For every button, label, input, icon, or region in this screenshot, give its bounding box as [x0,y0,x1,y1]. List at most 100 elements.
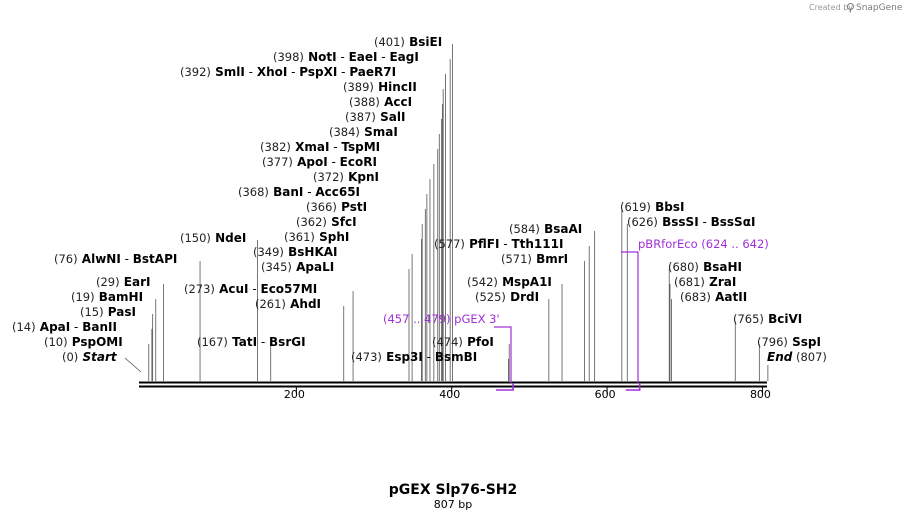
name-separator: - [257,335,269,349]
enzyme-name: PstI [337,200,367,214]
enzyme-name: Esp3I [382,350,423,364]
enzyme-name: PspOMI [68,335,123,349]
enzyme-name: NotI [304,50,337,64]
site-label-bmri: (571) BmrI [501,252,568,266]
site-label-pfoi: (474) PfoI [432,335,494,349]
enzyme-name: BmrI [532,252,568,266]
site-label-sali: (387) SalI [345,110,405,124]
site-label-pspomi: (10) PspOMI [44,335,123,349]
credit-brand: SnapGene [856,3,903,13]
name-separator: - [423,350,435,364]
site-position: (765) [733,312,764,326]
enzyme-name: SfcI [327,215,357,229]
ruler-tick-label: 400 [439,388,460,401]
enzyme-name: DrdI [506,290,539,304]
map-title: pGEX Slp76-SH2 [389,482,517,498]
site-label-bsaai: (584) BsaAI [509,222,582,236]
site-position: (577) [434,237,465,251]
enzyme-name: BsmBI [435,350,477,364]
enzyme-name: SalI [376,110,406,124]
enzyme-name: BsiEI [405,35,442,49]
site-position: (384) [329,125,360,139]
enzyme-name: BsHKAI [284,245,338,259]
site-label-kpni: (372) KpnI [313,170,379,184]
enzyme-name: ZraI [705,275,736,289]
credit-text: Created by [809,3,853,12]
site-label-pasi: (15) PasI [80,305,136,319]
name-separator: - [337,65,349,79]
site-position: (619) [620,200,651,214]
site-position: (571) [501,252,532,266]
name-separator: - [70,320,82,334]
map-length: 807 bp [434,498,472,511]
site-label-ahdi: (261) AhdI [255,297,321,311]
site-label-sphi: (361) SphI [284,230,349,244]
primer-marker-line [494,326,512,383]
enzyme-name: EarI [120,275,151,289]
site-position: (473) [351,350,382,364]
site-label-smli: (392) SmlI - XhoI - PspXI - PaeR7I [180,65,396,79]
enzyme-name: PflFI [465,237,500,251]
name-separator: - [328,155,340,169]
enzyme-name: BbsI [651,200,685,214]
name-separator: - [249,282,261,296]
site-label-xmai: (382) XmaI - TspMI [260,140,380,154]
site-label-eari: (29) EarI [96,275,150,289]
site-markers [124,44,769,381]
name-separator: - [121,252,133,266]
name-separator: - [377,50,389,64]
enzyme-name: Tth111I [511,237,563,251]
site-position: (398) [273,50,304,64]
name-separator: - [287,65,299,79]
site-position: (382) [260,140,291,154]
enzyme-name: BciVI [764,312,802,326]
site-label-apoi: (377) ApoI - EcoRI [262,155,377,169]
site-position: (167) [197,335,228,349]
enzyme-name: BstAPI [133,252,178,266]
enzyme-name: EcoRI [340,155,377,169]
sequence-backbone [139,381,767,388]
enzyme-name: HincII [374,80,417,94]
enzyme-name: EaeI [349,50,378,64]
enzyme-name: AlwNI [78,252,121,266]
enzyme-name: Eco57MI [261,282,318,296]
enzyme-name: TspMI [341,140,380,154]
start-label: (0) Start [62,350,118,364]
site-position: (680) [668,260,699,274]
site-labels: (401) BsiEI(398) NotI - EaeI - EagI(392)… [12,35,827,364]
site-position: (361) [284,230,315,244]
primer-name: pGEX 3' [451,312,500,326]
enzyme-name: PasI [104,305,136,319]
enzyme-name: ApaI [36,320,71,334]
site-position: (474) [432,335,463,349]
enzyme-name: BssSI [658,215,699,229]
enzyme-name: BsrGI [269,335,306,349]
end-name: End [767,350,793,364]
enzyme-name: NdeI [211,231,246,245]
ruler-tick-label: 600 [595,388,616,401]
site-label-zrai: (681) ZraI [674,275,736,289]
site-label-bcivi: (765) BciVI [733,312,802,326]
name-separator: - [699,215,711,229]
site-position: (525) [475,290,506,304]
primer-bracket [495,383,514,391]
primer-range: (624 .. 642) [698,237,769,251]
site-label-mspa1i: (542) MspA1I [467,275,552,289]
ruler: 200 400 600 800 [284,387,771,401]
name-separator: - [303,185,315,199]
site-position: (29) [96,275,120,289]
site-position: (366) [306,200,337,214]
end-position: (807) [792,350,827,364]
site-label-sfci: (362) SfcI [296,215,357,229]
site-position: (542) [467,275,498,289]
site-label-bsiei: (401) BsiEI [374,35,442,49]
site-label-psti: (366) PstI [306,200,367,214]
site-position: (19) [71,290,95,304]
enzyme-name: BsaHI [699,260,742,274]
enzyme-name: PspXI [299,65,337,79]
site-position: (683) [680,290,711,304]
enzyme-name: KpnI [344,170,379,184]
site-position: (392) [180,65,211,79]
site-label-tati: (167) TatI - BsrGI [197,335,306,349]
site-position: (349) [253,245,284,259]
